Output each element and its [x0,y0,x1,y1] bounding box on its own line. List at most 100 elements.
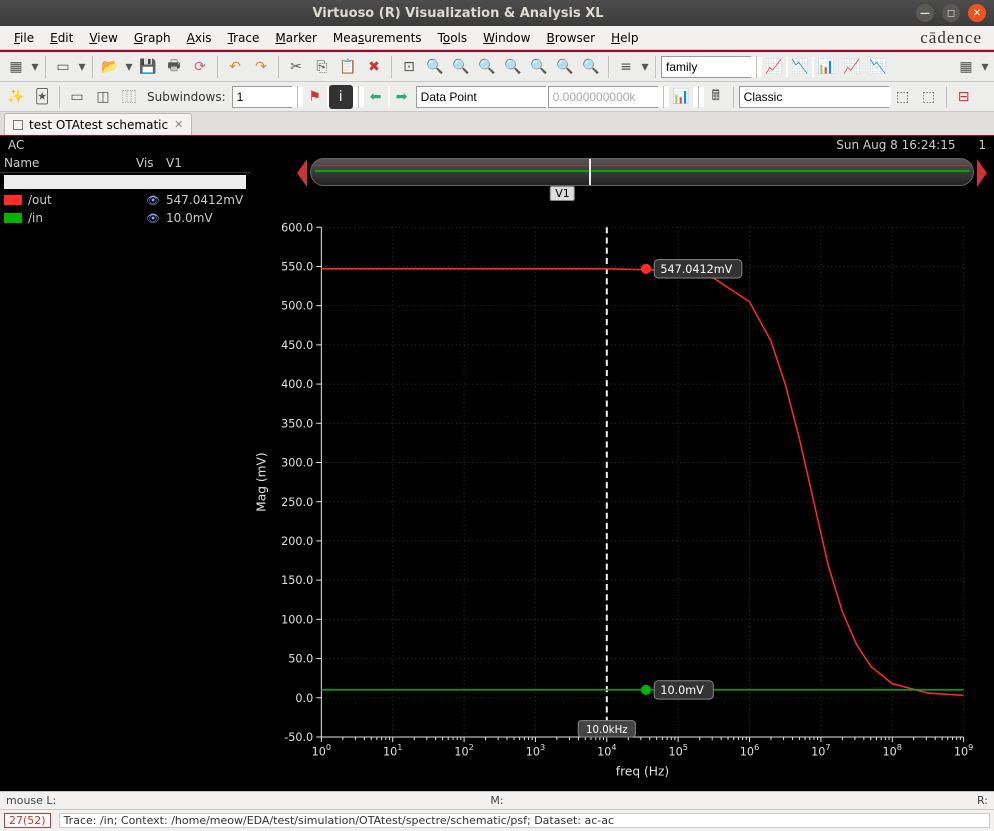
dropdown-icon[interactable]: ▾ [640,55,650,79]
tool-icon[interactable]: ⬚ [917,85,941,109]
prev-icon[interactable]: ⬅ [364,85,388,109]
svg-text:100.0: 100.0 [281,613,313,626]
chart-tool-icon[interactable]: 📊 [814,55,838,79]
svg-text:101: 101 [383,742,402,758]
copy-icon[interactable]: ⎘ [310,55,334,79]
info-icon[interactable]: i [329,85,353,109]
datapoint-combo[interactable]: ▼ [416,86,546,108]
cursor-tag[interactable]: V1 [550,186,575,201]
open-icon[interactable]: 📂 [98,55,122,79]
dropdown-icon[interactable]: ▾ [77,55,87,79]
reload-icon[interactable]: ⟳ [188,55,212,79]
cut-icon[interactable]: ✂ [284,55,308,79]
menu-file[interactable]: File [6,29,42,47]
zoom-next-icon[interactable]: 🔍 [579,55,603,79]
trace-swatch [4,195,22,205]
zoom-out-icon[interactable]: 🔍 [449,55,473,79]
legend-row[interactable]: /in👁10.0mV [0,209,250,227]
grid-icon[interactable]: ▦ [954,55,978,79]
svg-text:50.0: 50.0 [288,653,313,666]
tab-schematic[interactable]: test OTAtest schematic ✕ [4,113,192,135]
svg-text:250.0: 250.0 [281,496,313,509]
col-v1: V1 [166,156,246,170]
strip-icon[interactable]: ≡ [614,55,638,79]
zoom-prev-icon[interactable]: 🔍 [553,55,577,79]
next-icon[interactable]: ➡ [390,85,414,109]
wand-icon[interactable]: ✨ [4,85,28,109]
svg-text:100: 100 [312,742,331,758]
zoom-x-icon[interactable]: 🔍 [475,55,499,79]
chart-tool-icon[interactable]: 📈 [762,55,786,79]
menu-edit[interactable]: Edit [42,29,81,47]
layout3-icon[interactable]: ⿲ [117,85,141,109]
plot-header: AC Sun Aug 8 16:24:15 1 [0,136,994,154]
menu-graph[interactable]: Graph [126,29,179,47]
tool-icon[interactable]: ⬚ [891,85,915,109]
zoom-in-icon[interactable]: 🔍 [423,55,447,79]
minimize-button[interactable]: — [916,4,934,22]
layout2-icon[interactable]: ◫ [91,85,115,109]
paste-icon[interactable]: 📋 [336,55,360,79]
menu-window[interactable]: Window [475,29,538,47]
chart-area[interactable]: V1 -50.00.050.0100.0150.0200.0250.0300.0… [250,154,994,791]
dropdown-icon[interactable]: ▾ [30,55,40,79]
save-icon[interactable]: 💾 [136,55,160,79]
svg-text:10.0kHz: 10.0kHz [586,725,628,736]
col-vis: Vis [136,156,166,170]
legend-row[interactable]: /out👁547.0412mV [0,191,250,209]
chart-tool-icon[interactable]: 📈 [840,55,864,79]
chart-tool-icon[interactable]: 📉 [866,55,890,79]
legend-selection[interactable] [4,175,246,189]
menu-help[interactable]: Help [603,29,646,47]
cards-icon[interactable]: 🃏 [30,85,54,109]
overview-strip[interactable] [310,158,974,186]
maximize-button[interactable]: ◻ [942,4,960,22]
menu-tools[interactable]: Tools [430,29,476,47]
close-button[interactable]: ✕ [968,4,986,22]
svg-text:547.0412mV: 547.0412mV [660,263,732,276]
window-icon[interactable]: ▭ [51,55,75,79]
datapoint-value[interactable] [548,86,658,108]
svg-text:106: 106 [740,742,759,758]
zoom-fit-icon[interactable]: 🔍 [527,55,551,79]
dropdown-icon[interactable]: ▾ [124,55,134,79]
svg-text:104: 104 [597,742,616,758]
toolbar-row-2: ✨ 🃏 ▭ ◫ ⿲ Subwindows: ▼ ⚑ i ⬅ ➡ ▼ 📊 🖩 ▼ … [0,82,994,112]
status-bar-trace: 27(52) Trace: /in; Context: /home/meow/E… [0,809,994,831]
chart-tool-icon[interactable]: 📉 [788,55,812,79]
family-combo[interactable]: ▼ [661,56,751,78]
menu-axis[interactable]: Axis [179,29,220,47]
col-name: Name [4,156,136,170]
classic-input[interactable] [740,87,903,107]
menu-browser[interactable]: Browser [538,29,603,47]
delete-icon[interactable]: ✖ [362,55,386,79]
visibility-icon[interactable]: 👁 [146,194,160,207]
calc-icon[interactable]: 🖩 [704,85,728,109]
toolbar-row-1: ▦ ▾ ▭ ▾ 📂 ▾ 💾 🖶 ⟳ ↶ ↷ ✂ ⎘ 📋 ✖ ⊡ 🔍 🔍 🔍 🔍 … [0,52,994,82]
menu-marker[interactable]: Marker [267,29,324,47]
svg-text:105: 105 [668,742,687,758]
chart-icon[interactable]: 📊 [669,85,693,109]
undo-icon[interactable]: ↶ [223,55,247,79]
visibility-icon[interactable]: 👁 [146,212,160,225]
legend-header: Name Vis V1 [0,154,250,173]
redo-icon[interactable]: ↷ [249,55,273,79]
flag-icon[interactable]: ⚑ [303,85,327,109]
zoom-y-icon[interactable]: 🔍 [501,55,525,79]
menu-measurements[interactable]: Measurements [325,29,430,47]
zoom-tool-icon[interactable]: ⊡ [397,55,421,79]
new-icon[interactable]: ▦ [4,55,28,79]
delete-data-icon[interactable]: ⊟ [952,85,976,109]
trace-v1: 10.0mV [166,211,246,225]
dropdown-icon[interactable]: ▾ [980,55,990,79]
tab-icon [13,120,23,130]
classic-combo[interactable]: ▼ [739,86,889,108]
print-icon[interactable]: 🖶 [162,55,186,79]
menu-trace[interactable]: Trace [220,29,268,47]
chart-svg[interactable]: -50.00.050.0100.0150.0200.0250.0300.0350… [250,214,984,791]
count-pill[interactable]: 27(52) [4,813,51,828]
tab-close-icon[interactable]: ✕ [174,118,183,131]
menu-view[interactable]: View [81,29,125,47]
subwindows-combo[interactable]: ▼ [232,86,292,108]
layout1-icon[interactable]: ▭ [65,85,89,109]
